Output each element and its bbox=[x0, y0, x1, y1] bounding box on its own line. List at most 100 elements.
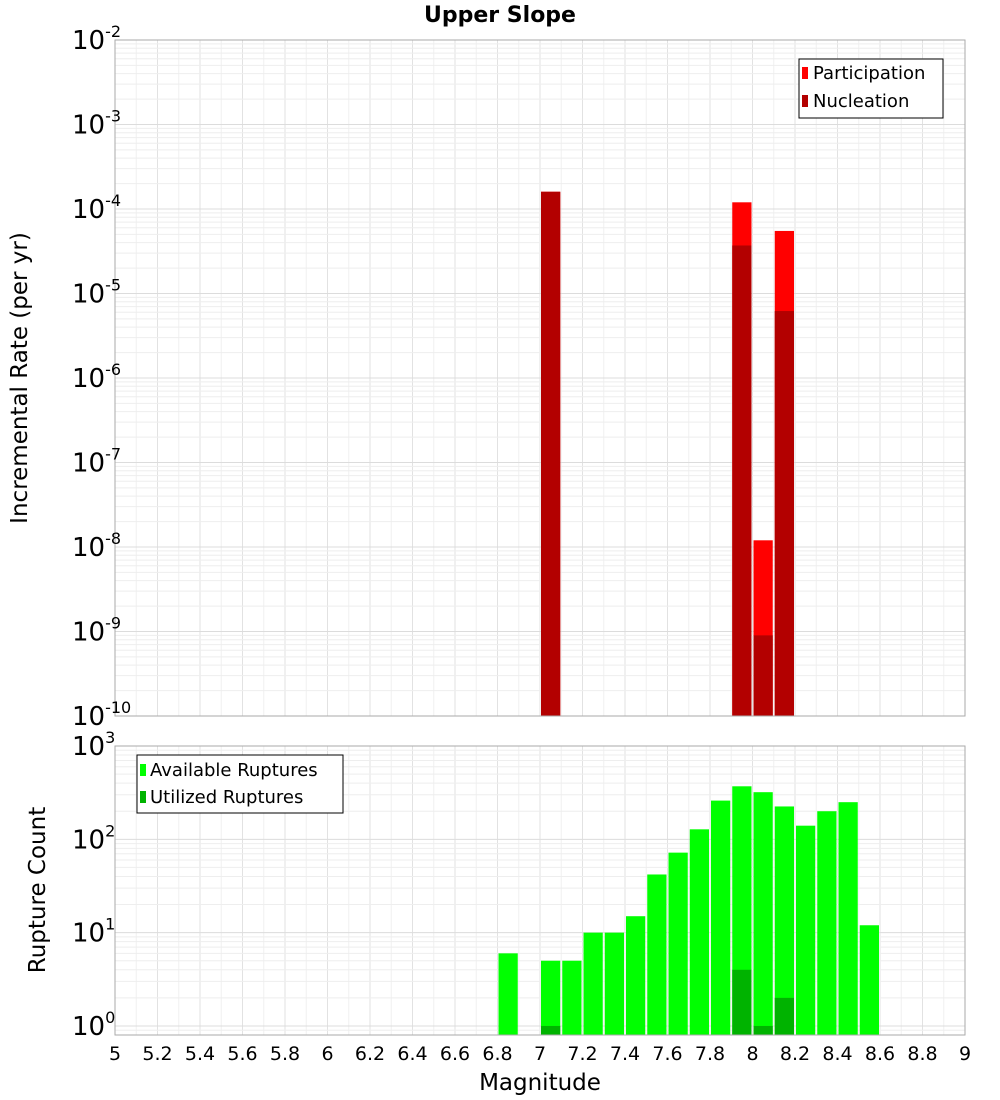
bar-available-ruptures-7.85 bbox=[711, 800, 731, 1035]
bar-utilized-ruptures-8.15 bbox=[774, 997, 794, 1035]
y-tick-exponent: -7 bbox=[105, 445, 121, 464]
y-tick-base: 10 bbox=[72, 732, 105, 762]
bar-available-ruptures-8.35 bbox=[817, 811, 837, 1035]
bar-available-ruptures-7.25 bbox=[583, 932, 603, 1035]
y-tick-exponent: -10 bbox=[105, 698, 131, 717]
x-tick-label: 8.8 bbox=[907, 1043, 937, 1065]
y-tick-label: 10-6 bbox=[72, 360, 121, 394]
x-tick-label: 8.2 bbox=[780, 1043, 810, 1065]
y-tick-label: 10-7 bbox=[72, 445, 121, 479]
legend-swatch-participation bbox=[802, 67, 808, 79]
bar-available-ruptures-8.55 bbox=[859, 925, 879, 1035]
bar-available-ruptures-7.05 bbox=[541, 960, 561, 1035]
y-tick-base: 10 bbox=[72, 195, 105, 225]
bar-nucleation-8.05 bbox=[753, 635, 773, 716]
bar-nucleation-7.05 bbox=[541, 191, 561, 717]
y-tick-label: 100 bbox=[72, 1008, 115, 1042]
top-y-axis-label: Incremental Rate (per yr) bbox=[7, 232, 33, 524]
y-tick-exponent: 2 bbox=[105, 821, 115, 840]
y-tick-exponent: -5 bbox=[105, 276, 121, 295]
bar-available-ruptures-6.85 bbox=[498, 953, 518, 1035]
x-tick-label: 6.6 bbox=[440, 1043, 470, 1065]
y-tick-label: 103 bbox=[72, 728, 115, 762]
y-tick-base: 10 bbox=[72, 618, 105, 648]
x-tick-label: 5.2 bbox=[142, 1043, 172, 1065]
y-tick-exponent: -3 bbox=[105, 107, 121, 126]
x-tick-label: 8.6 bbox=[865, 1043, 895, 1065]
bottom-legend: Available Ruptures Utilized Ruptures bbox=[136, 754, 344, 814]
x-axis-ticks: 5 5.2 5.4 5.6 5.8 6 6.2 6.4 6.6 6.8 7 7.2 7.4 7.6 7.8 8… bbox=[109, 1043, 971, 1065]
bar-available-ruptures-8.25 bbox=[796, 825, 816, 1035]
bar-available-ruptures-8.15 bbox=[774, 806, 794, 1035]
y-tick-base: 10 bbox=[72, 825, 105, 855]
bottom-panel-frame bbox=[114, 745, 966, 1036]
bar-nucleation-7.95 bbox=[732, 245, 752, 717]
top-panel-bars bbox=[541, 191, 794, 717]
y-tick-exponent: 3 bbox=[105, 728, 115, 747]
x-tick-label: 7.2 bbox=[567, 1043, 597, 1065]
bar-available-ruptures-7.45 bbox=[626, 916, 646, 1035]
y-tick-exponent: -2 bbox=[105, 22, 121, 41]
bar-available-ruptures-7.35 bbox=[604, 932, 624, 1035]
bar-utilized-ruptures-8.05 bbox=[753, 1025, 773, 1035]
y-tick-base: 10 bbox=[72, 280, 105, 310]
bottom-panel-bars bbox=[498, 786, 879, 1035]
x-axis-label: Magnitude bbox=[479, 1070, 601, 1096]
y-tick-exponent: 1 bbox=[105, 915, 115, 934]
top-legend: Participation Nucleation bbox=[798, 58, 944, 119]
top-panel-frame bbox=[114, 39, 966, 717]
y-tick-base: 10 bbox=[72, 449, 105, 479]
x-tick-label: 9 bbox=[959, 1043, 971, 1065]
y-tick-exponent: -4 bbox=[105, 191, 121, 210]
x-tick-label: 5.4 bbox=[185, 1043, 215, 1065]
y-tick-label: 102 bbox=[72, 821, 115, 855]
x-tick-label: 5.6 bbox=[227, 1043, 257, 1065]
y-tick-base: 10 bbox=[72, 1012, 105, 1042]
x-tick-label: 7.4 bbox=[610, 1043, 640, 1065]
bar-available-ruptures-7.15 bbox=[562, 960, 582, 1035]
y-tick-label: 10-3 bbox=[72, 107, 121, 141]
y-tick-exponent: 0 bbox=[105, 1008, 115, 1027]
y-tick-base: 10 bbox=[72, 533, 105, 563]
y-tick-exponent: -9 bbox=[105, 614, 121, 633]
x-tick-label: 7 bbox=[534, 1043, 546, 1065]
bar-available-ruptures-7.75 bbox=[689, 829, 709, 1035]
x-tick-label: 8.4 bbox=[822, 1043, 852, 1065]
bar-utilized-ruptures-7.95 bbox=[732, 969, 752, 1035]
y-tick-base: 10 bbox=[72, 702, 105, 732]
x-tick-label: 7.6 bbox=[652, 1043, 682, 1065]
y-tick-exponent: -8 bbox=[105, 529, 121, 548]
y-tick-label: 10-2 bbox=[72, 22, 121, 56]
x-tick-label: 7.8 bbox=[695, 1043, 725, 1065]
legend-label-nucleation: Nucleation bbox=[813, 91, 909, 112]
bar-available-ruptures-8.05 bbox=[753, 792, 773, 1035]
legend-label-utilized-ruptures: Utilized Ruptures bbox=[150, 787, 303, 808]
chart-title: Upper Slope bbox=[424, 3, 576, 28]
x-tick-label: 6.4 bbox=[397, 1043, 427, 1065]
legend-swatch-nucleation bbox=[802, 95, 808, 107]
y-tick-label: 101 bbox=[72, 915, 115, 949]
x-tick-label: 6.2 bbox=[355, 1043, 385, 1065]
top-panel-y-ticks: 10-210-310-410-510-610-710-810-910-10 bbox=[72, 22, 131, 732]
y-tick-base: 10 bbox=[72, 111, 105, 141]
y-tick-label: 10-10 bbox=[72, 698, 131, 732]
x-tick-label: 6.8 bbox=[482, 1043, 512, 1065]
legend-label-available-ruptures: Available Ruptures bbox=[150, 760, 318, 781]
x-tick-label: 6 bbox=[321, 1043, 333, 1065]
top-panel-gridlines bbox=[114, 39, 966, 717]
y-tick-label: 10-5 bbox=[72, 276, 121, 310]
y-tick-exponent: -6 bbox=[105, 360, 121, 379]
legend-label-participation: Participation bbox=[813, 63, 925, 84]
y-tick-base: 10 bbox=[72, 364, 105, 394]
legend-swatch-available-ruptures bbox=[140, 764, 146, 776]
y-tick-label: 10-4 bbox=[72, 191, 121, 225]
bar-nucleation-8.15 bbox=[774, 311, 794, 716]
bottom-y-axis-label: Rupture Count bbox=[25, 807, 51, 973]
legend-swatch-utilized-ruptures bbox=[140, 791, 146, 803]
bottom-legend-box bbox=[136, 754, 344, 814]
x-tick-label: 8 bbox=[746, 1043, 758, 1065]
top-legend-box bbox=[798, 58, 944, 119]
y-tick-base: 10 bbox=[72, 26, 105, 56]
